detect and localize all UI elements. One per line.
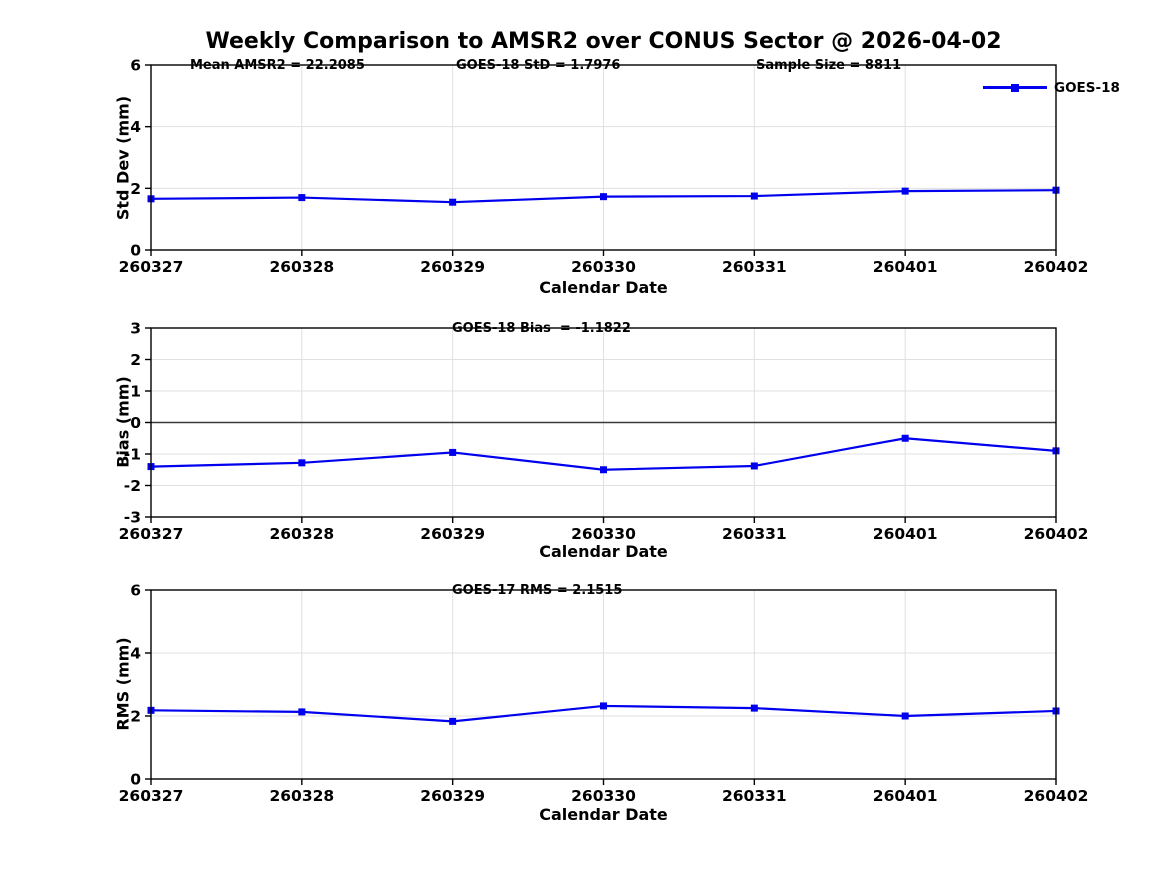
stddev-xtick-label: 260327 bbox=[119, 258, 184, 276]
bias-ytick-label: 2 bbox=[130, 351, 141, 369]
bias-xtick-label: 260402 bbox=[1024, 525, 1089, 543]
rms-xtick-label: 260328 bbox=[269, 787, 334, 805]
legend-square-marker-icon bbox=[1011, 83, 1019, 92]
legend-label: GOES-18 bbox=[1054, 79, 1120, 96]
ylabel-stddev: Std Dev (mm) bbox=[113, 95, 133, 221]
bias-ticks: 260327 260328 260329 260330 260331 260401 2604… bbox=[119, 320, 1089, 544]
stddev-xtick-label: 260329 bbox=[420, 258, 485, 276]
rms-ytick-label: 2 bbox=[130, 708, 141, 726]
bias-ytick-label: 3 bbox=[130, 320, 141, 338]
stddev-xtick-label: 260328 bbox=[269, 258, 334, 276]
stddev-gridlines bbox=[151, 65, 1057, 250]
bias-xtick-label: 260329 bbox=[420, 525, 485, 543]
xlabel-stddev: Calendar Date bbox=[539, 278, 668, 297]
bias-xtick-label: 260328 bbox=[269, 525, 334, 543]
stddev-ytick-label: 0 bbox=[130, 242, 141, 260]
rms-plot: 260327 260328 260329 260330 260331 260401 2604… bbox=[119, 582, 1089, 806]
bias-ytick-label: 1 bbox=[130, 383, 141, 401]
rms-xtick-label: 260329 bbox=[420, 787, 485, 805]
ylabel-rms: RMS (mm) bbox=[113, 637, 133, 731]
rms-xtick-label: 260401 bbox=[873, 787, 938, 805]
stddev-xtick-label: 260330 bbox=[571, 258, 636, 276]
stddev-ytick-label: 2 bbox=[130, 180, 141, 198]
bias-xtick-label: 260330 bbox=[571, 525, 636, 543]
annotation-goes17-rms: GOES-17 RMS = 2.1515 bbox=[452, 583, 623, 598]
bias-ytick-label: 0 bbox=[130, 414, 141, 432]
stddev-ticks: 260327 260328 260329 260330 260331 260401 2604… bbox=[119, 57, 1089, 277]
stddev-xtick-label: 260401 bbox=[873, 258, 938, 276]
bias-xtick-label: 260327 bbox=[119, 525, 184, 543]
annotation-mean-amsr2: Mean AMSR2 = 22.2085 bbox=[190, 58, 365, 73]
ylabel-bias: Bias (mm) bbox=[113, 376, 133, 468]
rms-xtick-label: 260327 bbox=[119, 787, 184, 805]
rms-ytick-label: 0 bbox=[130, 771, 141, 789]
annotation-goes18-std: GOES-18 StD = 1.7976 bbox=[456, 58, 621, 73]
annotation-sample-size: Sample Size = 8811 bbox=[756, 58, 902, 73]
bias-plot: 260327 260328 260329 260330 260331 260401 2604… bbox=[119, 320, 1089, 544]
rms-ytick-label: 4 bbox=[130, 645, 141, 663]
legend-line-sample bbox=[983, 83, 1047, 92]
stddev-xtick-label: 260402 bbox=[1024, 258, 1089, 276]
legend: GOES-18 bbox=[983, 79, 1120, 96]
bias-xtick-label: 260331 bbox=[722, 525, 787, 543]
stddev-plot: 260327 260328 260329 260330 260331 260401 2604… bbox=[119, 57, 1089, 277]
rms-ytick-label: 6 bbox=[130, 582, 141, 600]
rms-xtick-label: 260402 bbox=[1024, 787, 1089, 805]
bias-xtick-label: 260401 bbox=[873, 525, 938, 543]
rms-gridlines bbox=[151, 590, 1057, 779]
xlabel-rms: Calendar Date bbox=[539, 805, 668, 824]
bias-ytick-label: -3 bbox=[124, 509, 141, 527]
stddev-ytick-label: 6 bbox=[130, 57, 141, 75]
bias-ytick-label: -1 bbox=[124, 446, 141, 464]
xlabel-bias: Calendar Date bbox=[539, 542, 668, 561]
figure-title: Weekly Comparison to AMSR2 over CONUS Se… bbox=[205, 29, 1002, 54]
rms-ticks: 260327 260328 260329 260330 260331 260401 2604… bbox=[119, 582, 1089, 806]
bias-gridlines bbox=[151, 328, 1057, 517]
annotation-goes18-bias: GOES-18 Bias = -1.1822 bbox=[452, 321, 631, 336]
bias-ytick-label: -2 bbox=[124, 477, 141, 495]
rms-xtick-label: 260330 bbox=[571, 787, 636, 805]
stddev-xtick-label: 260331 bbox=[722, 258, 787, 276]
stddev-ytick-label: 4 bbox=[130, 118, 141, 136]
rms-xtick-label: 260331 bbox=[722, 787, 787, 805]
